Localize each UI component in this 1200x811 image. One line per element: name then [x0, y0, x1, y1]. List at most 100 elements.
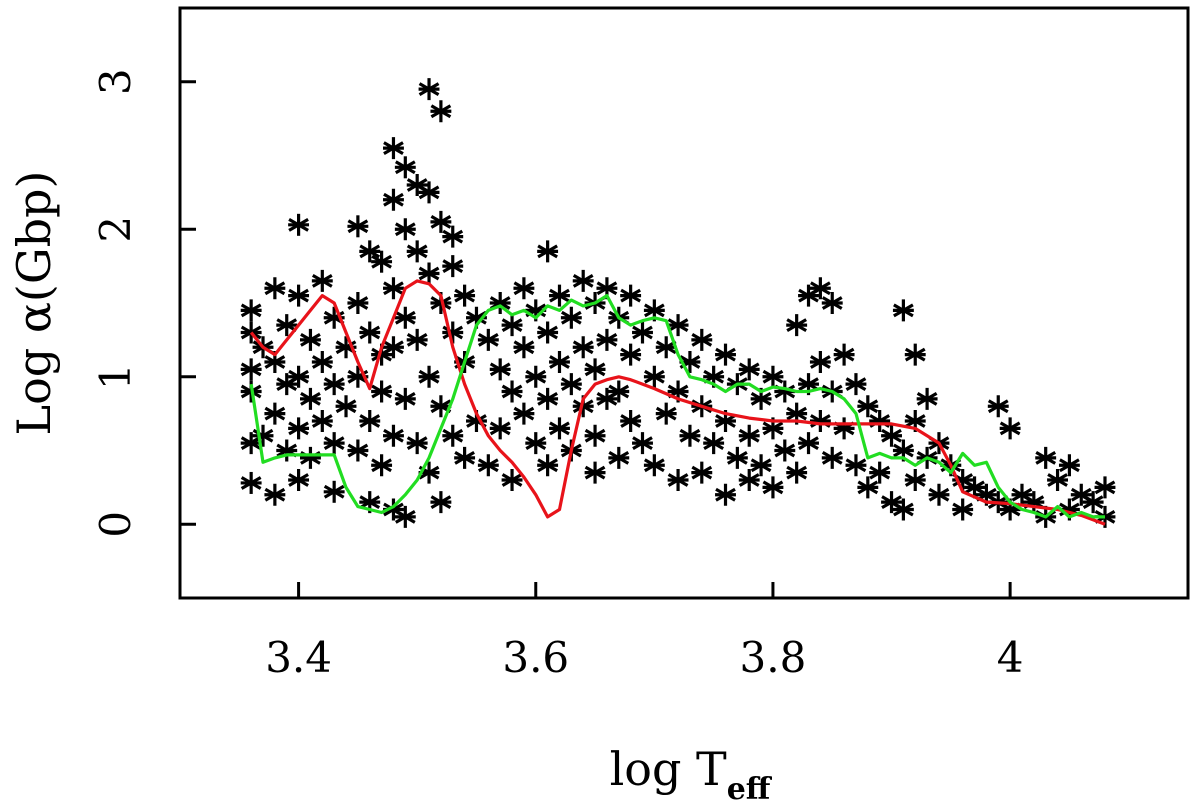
y-tick-label: 1 — [91, 363, 140, 390]
data-point — [655, 336, 677, 359]
series-line-1 — [249, 279, 1106, 526]
data-point — [525, 432, 547, 455]
data-point — [240, 321, 262, 344]
y-axis-ticks: 0 1 2 3 — [91, 68, 196, 538]
data-point — [359, 321, 381, 344]
data-point — [596, 328, 618, 351]
data-point — [489, 358, 511, 381]
data-point — [916, 387, 938, 410]
data-point — [264, 483, 286, 506]
data-point — [264, 351, 286, 373]
data-point — [371, 380, 393, 403]
data-point — [359, 410, 381, 432]
data-point — [240, 471, 262, 494]
data-point — [798, 432, 819, 455]
data-point — [454, 284, 476, 307]
x-tick-label: 3.4 — [265, 633, 332, 682]
data-point — [240, 299, 262, 322]
data-point — [311, 410, 333, 432]
data-point — [501, 380, 523, 403]
data-point — [454, 446, 476, 469]
data-point — [1082, 491, 1104, 514]
data-point — [513, 336, 535, 359]
data-point — [394, 387, 416, 410]
data-point — [655, 402, 677, 425]
data-point — [383, 137, 404, 160]
data-point — [311, 269, 333, 292]
data-point — [667, 469, 689, 491]
data-point — [738, 358, 760, 381]
data-point — [560, 306, 582, 329]
data-point — [892, 498, 914, 521]
data-point — [928, 483, 950, 506]
data-point — [833, 343, 855, 366]
data-point — [513, 277, 535, 300]
data-point — [608, 446, 630, 469]
data-point — [620, 343, 642, 366]
data-point — [809, 351, 831, 373]
data-point — [1058, 454, 1080, 477]
data-point — [501, 469, 523, 491]
data-point — [643, 299, 665, 322]
series-line-2 — [249, 294, 1105, 519]
data-point — [477, 328, 499, 351]
data-point — [549, 284, 570, 307]
data-point — [477, 454, 499, 477]
data-point — [525, 365, 547, 388]
x-tick-label: 4 — [997, 633, 1024, 682]
data-point — [371, 250, 393, 273]
data-point — [513, 402, 535, 425]
data-point — [264, 402, 286, 425]
data-point — [584, 461, 606, 484]
x-tick-label: 3.6 — [502, 633, 569, 682]
data-point — [299, 387, 321, 410]
data-point — [608, 380, 630, 403]
data-point — [715, 410, 736, 432]
data-point — [347, 292, 369, 314]
data-point — [715, 483, 736, 506]
data-point — [691, 461, 713, 484]
data-point — [1011, 483, 1033, 506]
data-point — [323, 373, 345, 396]
data-point — [383, 424, 404, 447]
data-point — [809, 277, 831, 300]
data-point — [394, 505, 416, 528]
data-point — [240, 358, 262, 381]
data-point — [572, 336, 594, 359]
data-point — [264, 277, 286, 300]
y-axis-title: Log α(Gbp) — [7, 171, 61, 436]
series-lines — [249, 279, 1106, 526]
data-point — [418, 78, 440, 101]
data-point — [999, 417, 1021, 440]
data-point — [276, 314, 298, 337]
data-point — [383, 277, 404, 300]
data-point — [869, 410, 891, 432]
data-point — [359, 240, 381, 263]
data-point — [572, 269, 594, 292]
data-point — [418, 181, 440, 204]
data-point — [691, 328, 713, 351]
data-point — [394, 306, 416, 329]
data-point — [679, 424, 701, 447]
data-point — [738, 424, 760, 447]
data-point — [715, 343, 736, 366]
data-point — [892, 299, 914, 322]
data-point — [406, 174, 428, 196]
data-point — [620, 410, 642, 432]
data-point — [821, 446, 843, 469]
data-point — [537, 387, 559, 410]
data-point — [288, 213, 310, 236]
data-point — [774, 439, 796, 462]
data-point — [667, 314, 689, 337]
data-point — [323, 432, 345, 455]
data-point — [726, 446, 748, 469]
data-point — [537, 240, 559, 263]
data-point — [371, 454, 393, 477]
x-axis-title: log Teff — [610, 742, 773, 807]
y-tick-label: 3 — [91, 68, 140, 95]
data-point — [845, 454, 867, 477]
data-point — [584, 424, 606, 447]
data-point — [762, 365, 784, 388]
data-point — [762, 476, 784, 499]
data-point — [809, 410, 831, 432]
